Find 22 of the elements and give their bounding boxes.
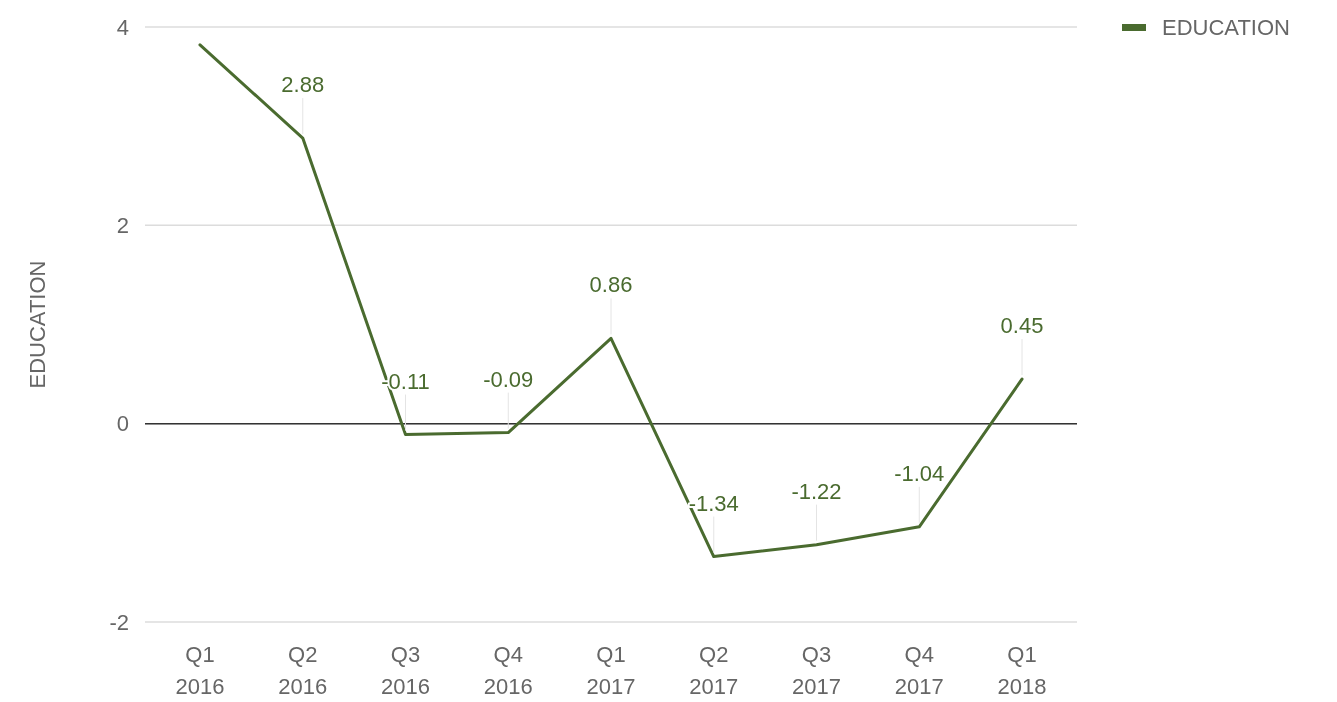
y-tick-label: 2 (116, 213, 129, 239)
x-tick-label: Q2 2016 (278, 642, 328, 699)
y-tick-label: -2 (109, 609, 129, 635)
x-tick-label: Q1 2018 (997, 642, 1047, 699)
x-tick-label: Q1 2017 (586, 642, 636, 699)
x-tick-label: Q3 2016 (381, 642, 430, 699)
x-tick-label: Q2 2017 (689, 642, 739, 699)
x-tick-label: Q1 2016 (175, 642, 225, 699)
x-tick-label: Q4 2017 (894, 642, 944, 699)
x-tick-label: Q3 2017 (792, 642, 841, 699)
y-tick-label: 0 (116, 411, 129, 437)
data-label: -0.09 (483, 366, 534, 392)
data-label: 0.45 (1000, 313, 1044, 339)
data-label: 2.88 (281, 72, 325, 98)
y-axis-title: EDUCATION (25, 260, 50, 389)
data-label: -1.04 (894, 460, 945, 486)
data-label: -1.22 (791, 478, 842, 504)
y-tick-label: 4 (116, 14, 129, 40)
data-label: -1.34 (688, 490, 739, 516)
legend-label: EDUCATION (1162, 14, 1290, 40)
data-label: 0.86 (589, 272, 633, 298)
x-tick-label: Q4 2016 (483, 642, 533, 699)
